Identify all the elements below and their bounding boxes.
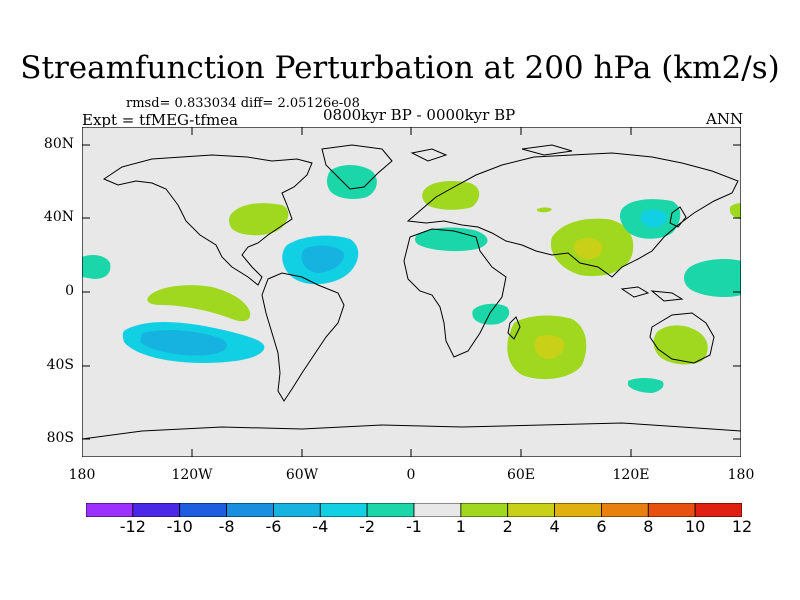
- colorbar-label: -8: [218, 517, 235, 536]
- colorbar-label: -2: [359, 517, 376, 536]
- colorbar-box: [647, 503, 696, 517]
- equatorial-atlantic-positive: [537, 207, 552, 213]
- colorbar-label: -10: [166, 517, 193, 536]
- colorbar-label: -1: [406, 517, 422, 536]
- pacific-equatorial-positive: [147, 285, 251, 322]
- colorbar: [86, 503, 742, 517]
- mediterranean-negative: [414, 227, 488, 252]
- lat-label-40n: 40N: [43, 209, 74, 225]
- colorbar-box: [694, 503, 742, 517]
- colorbar-label: 10: [684, 517, 706, 536]
- colorbar-label: 8: [643, 517, 654, 536]
- japan-negative-inner: [640, 209, 668, 228]
- europe-positive: [422, 181, 480, 210]
- colorbar-label: 1: [455, 517, 466, 536]
- lon-label-180e: 180: [727, 467, 755, 483]
- lon-label-60e: 60E: [506, 467, 536, 483]
- lat-label-80n: 80N: [43, 136, 74, 152]
- colorbar-box: [554, 503, 602, 517]
- far-east-positive: [730, 203, 741, 219]
- pacific-south-negative-inner: [140, 330, 227, 356]
- south-indian-positive-inner: [534, 334, 565, 359]
- colorbar-box: [226, 503, 274, 517]
- coastlines: [82, 144, 741, 440]
- lon-label-180w: 180: [68, 467, 96, 483]
- page-title: Streamfunction Perturbation at 200 hPa (…: [20, 50, 780, 86]
- season-label: ANN: [706, 110, 744, 128]
- world-map: [82, 127, 741, 457]
- anomaly-layer: [82, 165, 741, 393]
- colorbar-box: [179, 503, 227, 517]
- colorbar-label: 2: [502, 517, 513, 536]
- colorbar-box: [273, 503, 321, 517]
- lat-label-80s: 80S: [46, 430, 74, 446]
- stats-text: rmsd= 0.833034 diff= 2.05126e-08: [126, 96, 360, 111]
- colorbar-label: -6: [265, 517, 282, 536]
- colorbar-box: [601, 503, 649, 517]
- west-pacific-negative-west: [82, 255, 111, 279]
- west-pacific-negative: [684, 259, 741, 297]
- greenland-negative: [327, 165, 377, 199]
- australia-positive: [653, 325, 708, 365]
- colorbar-label: 4: [549, 517, 560, 536]
- colorbar-box: [507, 503, 555, 517]
- southern-ocean-negative: [628, 378, 664, 393]
- colorbar-label: 12: [731, 517, 753, 536]
- colorbar-box: [132, 503, 181, 517]
- map-ticks: [82, 127, 741, 457]
- colorbar-label: -12: [119, 517, 146, 536]
- north-america-positive: [229, 203, 289, 236]
- colorbar-box: [366, 503, 415, 517]
- lon-label-120w: 120W: [171, 467, 213, 483]
- lat-label-40s: 40S: [46, 357, 74, 373]
- lon-label-0: 0: [406, 467, 416, 483]
- experiment-label: Expt = tfMEG-tfmea: [82, 111, 238, 129]
- lon-label-120e: 120E: [612, 467, 650, 483]
- colorbar-box: [413, 503, 462, 517]
- colorbar-box: [460, 503, 509, 517]
- lat-label-0: 0: [65, 283, 74, 299]
- period-label: 0800kyr BP - 0000kyr BP: [323, 106, 516, 124]
- lon-label-60w: 60W: [285, 467, 319, 483]
- colorbar-label: 6: [596, 517, 607, 536]
- colorbar-box: [86, 503, 134, 517]
- asia-positive-inner: [574, 238, 603, 260]
- colorbar-box: [319, 503, 368, 517]
- east-africa-negative: [472, 303, 510, 325]
- colorbar-label: -4: [312, 517, 329, 536]
- atlantic-tropical-negative-inner: [301, 245, 345, 273]
